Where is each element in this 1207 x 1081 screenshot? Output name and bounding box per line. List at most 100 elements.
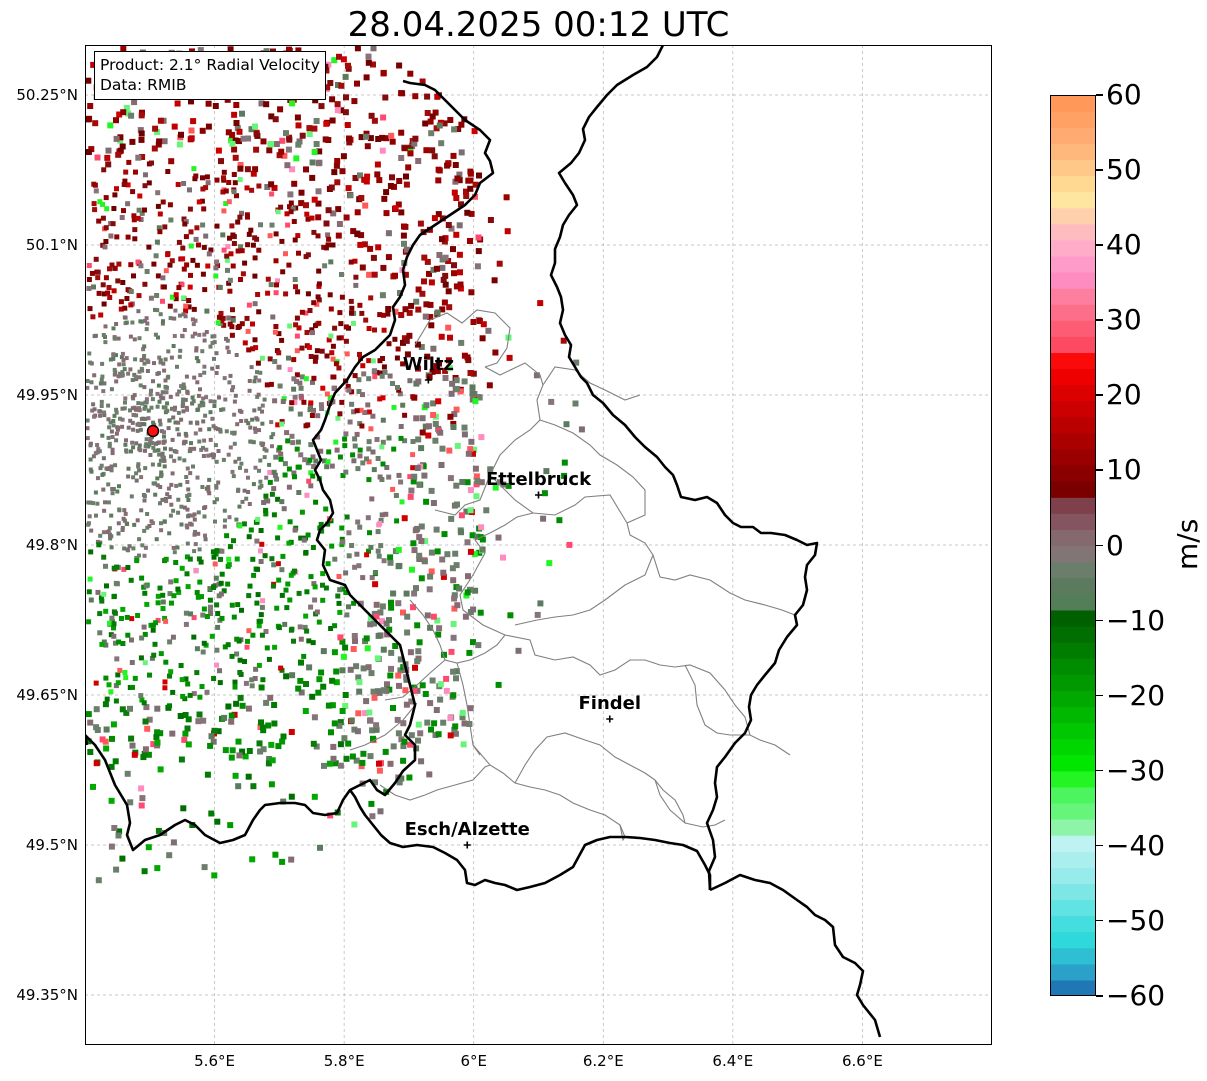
radar-echo bbox=[160, 390, 165, 395]
radar-echo bbox=[186, 298, 192, 303]
radar-echo bbox=[363, 133, 369, 140]
radar-echo bbox=[422, 423, 429, 430]
radar-echo bbox=[377, 521, 383, 526]
radar-echo bbox=[146, 716, 153, 723]
radar-echo bbox=[311, 793, 318, 800]
radar-echo bbox=[311, 149, 318, 155]
radar-echo bbox=[379, 512, 385, 518]
radar-echo bbox=[95, 589, 101, 595]
radar-echo bbox=[97, 611, 103, 617]
radar-echo bbox=[403, 674, 410, 681]
radar-echo bbox=[376, 553, 382, 559]
radar-echo bbox=[446, 447, 453, 454]
radar-echo bbox=[396, 472, 402, 478]
radar-echo bbox=[449, 565, 456, 572]
radar-echo bbox=[404, 613, 411, 620]
radar-echo bbox=[196, 393, 201, 398]
radar-echo bbox=[442, 367, 449, 374]
radar-echo bbox=[451, 592, 458, 599]
radar-echo bbox=[220, 189, 226, 195]
radar-echo bbox=[534, 611, 541, 618]
radar-echo bbox=[225, 244, 231, 250]
radar-echo bbox=[298, 689, 305, 696]
lat-tick-label: 50.25°N bbox=[16, 86, 78, 104]
radar-echo bbox=[292, 400, 298, 406]
map-panel[interactable]: Wiltz Ettelbruck Findel Esch/Alzette bbox=[85, 45, 992, 1045]
radar-echo bbox=[173, 405, 177, 410]
radar-echo bbox=[333, 361, 339, 367]
radar-echo bbox=[190, 257, 196, 263]
radar-echo bbox=[343, 431, 349, 437]
radar-echo bbox=[291, 470, 297, 476]
colorbar-tick-mark bbox=[1096, 319, 1103, 321]
radar-echo bbox=[184, 374, 189, 379]
radar-echo bbox=[279, 337, 285, 343]
radar-echo bbox=[377, 808, 384, 815]
colorbar-tick-label: −30 bbox=[1106, 753, 1166, 787]
radar-echo bbox=[234, 353, 239, 357]
radar-echo bbox=[194, 590, 200, 595]
radar-echo bbox=[339, 667, 346, 674]
radar-echo bbox=[277, 445, 283, 451]
radar-echo bbox=[175, 392, 180, 397]
radar-echo bbox=[91, 284, 96, 290]
radar-echo bbox=[219, 615, 225, 621]
radar-echo bbox=[423, 147, 430, 154]
radar-echo bbox=[396, 779, 403, 786]
radar-echo bbox=[208, 344, 213, 349]
radar-echo bbox=[139, 635, 145, 641]
radar-echo bbox=[419, 429, 426, 436]
radar-echo bbox=[228, 712, 235, 719]
radar-echo bbox=[254, 519, 260, 525]
radar-echo bbox=[410, 478, 417, 485]
radar-echo bbox=[103, 195, 109, 201]
radar-echo bbox=[351, 458, 357, 464]
radar-echo bbox=[160, 451, 165, 456]
radar-echo bbox=[430, 400, 437, 407]
radar-echo bbox=[201, 445, 205, 450]
radar-echo bbox=[232, 137, 239, 144]
radar-echo bbox=[310, 473, 316, 479]
radar-echo bbox=[213, 519, 217, 524]
radar-echo bbox=[215, 427, 220, 432]
radar-echo bbox=[249, 187, 255, 193]
radar-echo bbox=[181, 312, 186, 317]
radar-echo bbox=[328, 259, 334, 265]
radar-echo bbox=[224, 533, 230, 539]
radar-echo bbox=[381, 195, 388, 202]
radar-echo bbox=[116, 374, 121, 379]
radar-echo bbox=[467, 185, 474, 192]
radar-echo bbox=[450, 246, 456, 253]
radar-echo bbox=[109, 735, 115, 742]
radar-echo bbox=[167, 591, 173, 597]
radar-echo bbox=[401, 145, 408, 152]
radar-echo bbox=[438, 140, 445, 147]
radar-echo bbox=[456, 251, 463, 258]
radar-echo bbox=[183, 610, 189, 616]
radar-echo bbox=[345, 62, 351, 69]
radar-echo bbox=[414, 465, 421, 471]
radar-echo bbox=[112, 413, 117, 418]
radar-echo bbox=[203, 533, 207, 538]
radar-echo bbox=[295, 47, 302, 54]
radar-echo bbox=[137, 127, 144, 134]
lon-tick-label: 6.6°E bbox=[842, 1052, 883, 1070]
radar-echo bbox=[451, 605, 458, 612]
radar-echo bbox=[477, 609, 484, 616]
radar-echo bbox=[215, 320, 221, 326]
radar-echo bbox=[142, 207, 147, 213]
radar-echo bbox=[122, 305, 128, 311]
radar-echo bbox=[241, 521, 247, 527]
radar-echo bbox=[432, 437, 439, 444]
radar-echo bbox=[485, 327, 492, 334]
radar-echo bbox=[138, 383, 143, 388]
radar-echo bbox=[111, 625, 116, 631]
radar-echo bbox=[188, 611, 194, 617]
radar-echo bbox=[154, 729, 161, 736]
radar-echo bbox=[112, 265, 118, 271]
radar-echo bbox=[176, 239, 182, 245]
radar-echo bbox=[105, 290, 111, 296]
radar-echo bbox=[451, 411, 458, 418]
radar-echo bbox=[138, 655, 144, 661]
